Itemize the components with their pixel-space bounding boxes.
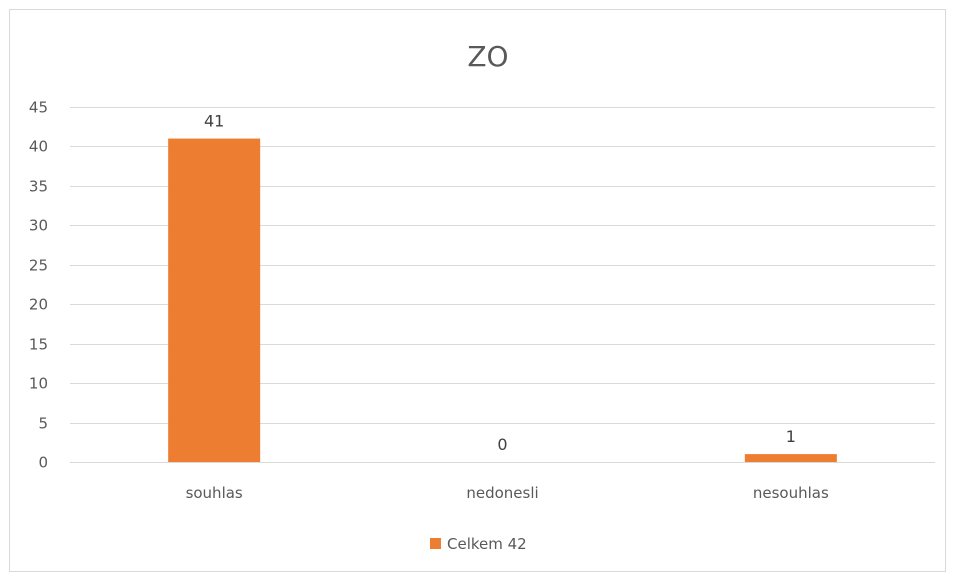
legend-swatch xyxy=(430,538,441,549)
y-tick-label: 15 xyxy=(29,336,48,354)
y-tick-label: 20 xyxy=(29,296,48,314)
y-tick-label: 40 xyxy=(29,138,48,156)
legend-label: Celkem 42 xyxy=(447,535,527,553)
bar xyxy=(168,138,261,463)
data-label: 0 xyxy=(497,435,507,454)
y-tick-label: 5 xyxy=(38,415,48,433)
y-tick-label: 30 xyxy=(29,217,48,235)
y-tick-label: 45 xyxy=(29,99,48,117)
chart-title: ZO xyxy=(467,40,508,73)
y-tick-label: 35 xyxy=(29,178,48,196)
category-label: nesouhlas xyxy=(753,484,829,502)
category-label: nedonesli xyxy=(466,484,538,502)
legend: Celkem 42 xyxy=(430,535,527,553)
bars xyxy=(168,138,837,463)
y-tick-label: 10 xyxy=(29,375,48,393)
chart-frame xyxy=(9,9,946,572)
y-axis-ticks: 0 5 10 15 20 25 30 35 40 45 xyxy=(29,99,48,472)
data-label: 1 xyxy=(786,427,796,446)
data-labels: 41 0 1 xyxy=(204,112,796,454)
category-label: souhlas xyxy=(186,484,243,502)
x-axis-categories: souhlas nedonesli nesouhlas xyxy=(186,484,829,502)
bar xyxy=(744,454,837,462)
y-tick-label: 0 xyxy=(38,454,48,472)
y-tick-label: 25 xyxy=(29,257,48,275)
data-label: 41 xyxy=(204,112,224,131)
